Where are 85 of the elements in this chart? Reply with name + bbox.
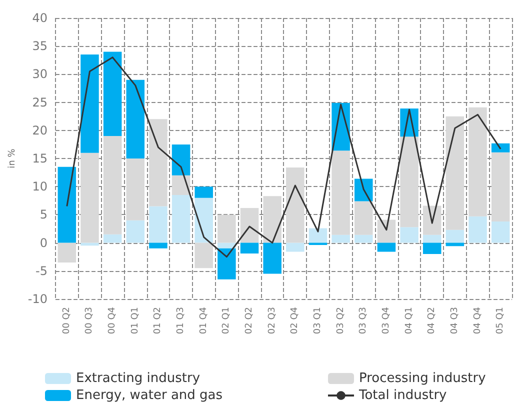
- y-tick-label: -10: [28, 292, 48, 306]
- bar: [400, 136, 418, 228]
- legend-label: Total industry: [358, 388, 448, 403]
- x-tick-label: 04 Q2: [427, 307, 438, 334]
- bar: [422, 206, 442, 235]
- bar: [103, 234, 122, 243]
- bar: [468, 216, 487, 243]
- bar: [194, 198, 213, 243]
- bar: [263, 196, 282, 243]
- x-tick-label: 03 Q4: [381, 306, 392, 334]
- bar: [446, 230, 464, 243]
- bar: [491, 143, 510, 152]
- bar: [468, 107, 487, 216]
- bar: [80, 242, 99, 246]
- bar: [240, 208, 259, 243]
- bar: [377, 220, 396, 243]
- bar: [446, 116, 464, 230]
- bar: [308, 228, 328, 243]
- bar: [354, 201, 373, 235]
- bar: [172, 144, 190, 176]
- x-tick-label: 03 Q2: [336, 307, 346, 334]
- bar: [240, 242, 259, 254]
- x-tick-label: 00 Q3: [84, 307, 95, 334]
- bar: [80, 152, 99, 243]
- bar: [377, 242, 396, 252]
- x-tick-label: 00 Q4: [108, 306, 118, 334]
- bar: [126, 158, 145, 220]
- bar: [286, 167, 304, 243]
- legend-label: Extracting industry: [76, 371, 200, 386]
- x-tick-label: 03 Q1: [312, 307, 323, 334]
- bar: [126, 80, 145, 158]
- x-tick-label: 00 Q2: [62, 307, 72, 334]
- y-tick-label: 10: [32, 180, 48, 194]
- x-tick-label: 03 Q3: [358, 307, 369, 334]
- y-tick-label: 20: [32, 123, 48, 138]
- y-tick-label: 0: [40, 236, 48, 250]
- y-tick-label: 30: [32, 67, 48, 82]
- bar: [194, 186, 213, 198]
- x-tick-label: 02 Q4: [290, 306, 300, 334]
- bar: [103, 136, 122, 234]
- bar: [332, 234, 350, 243]
- bar: [149, 242, 168, 248]
- legend-label: Energy, water and gas: [76, 388, 223, 403]
- bar: [263, 242, 282, 274]
- x-tick-label: 01 Q2: [153, 307, 164, 334]
- y-tick-label: 15: [32, 152, 48, 166]
- x-tick-label: 04 Q3: [450, 307, 460, 334]
- x-tick-label: 01 Q1: [130, 307, 140, 334]
- x-tick-label: 01 Q3: [176, 307, 186, 334]
- bar: [332, 150, 350, 235]
- bar: [218, 242, 236, 248]
- bar: [491, 221, 510, 243]
- y-axis-title: in %: [8, 148, 18, 168]
- y-tick-label: -5: [36, 264, 48, 278]
- bar: [172, 195, 190, 243]
- x-tick-label: 04 Q4: [472, 306, 483, 334]
- bar: [80, 54, 99, 153]
- x-tick-label: 02 Q1: [222, 307, 232, 334]
- bar: [354, 178, 373, 202]
- bar: [218, 214, 236, 243]
- bar: [422, 234, 442, 243]
- y-tick-label: 25: [32, 95, 48, 110]
- y-tick-label: 35: [32, 39, 48, 54]
- y-tick-label: 40: [32, 11, 48, 25]
- bar: [58, 166, 76, 243]
- bar: [491, 152, 510, 222]
- legend-label: Processing industry: [359, 371, 486, 386]
- bar: [286, 242, 304, 252]
- x-tick-label: 01 Q4: [198, 306, 209, 334]
- x-tick-label: 04 Q1: [404, 307, 414, 334]
- bar: [149, 119, 168, 206]
- bar: [126, 220, 145, 243]
- bar: [194, 242, 213, 268]
- bar: [422, 242, 442, 254]
- line-series: [66, 56, 502, 258]
- bar: [218, 248, 236, 280]
- x-tick-label: 02 Q2: [244, 307, 255, 334]
- x-tick-label: 02 Q3: [267, 307, 278, 334]
- bar: [58, 242, 76, 262]
- x-tick-label: 05 Q1: [496, 307, 506, 334]
- y-tick-label: 5: [40, 208, 48, 222]
- bar: [354, 234, 373, 243]
- bar: [149, 206, 168, 243]
- bar: [103, 52, 122, 136]
- bar: [400, 227, 418, 243]
